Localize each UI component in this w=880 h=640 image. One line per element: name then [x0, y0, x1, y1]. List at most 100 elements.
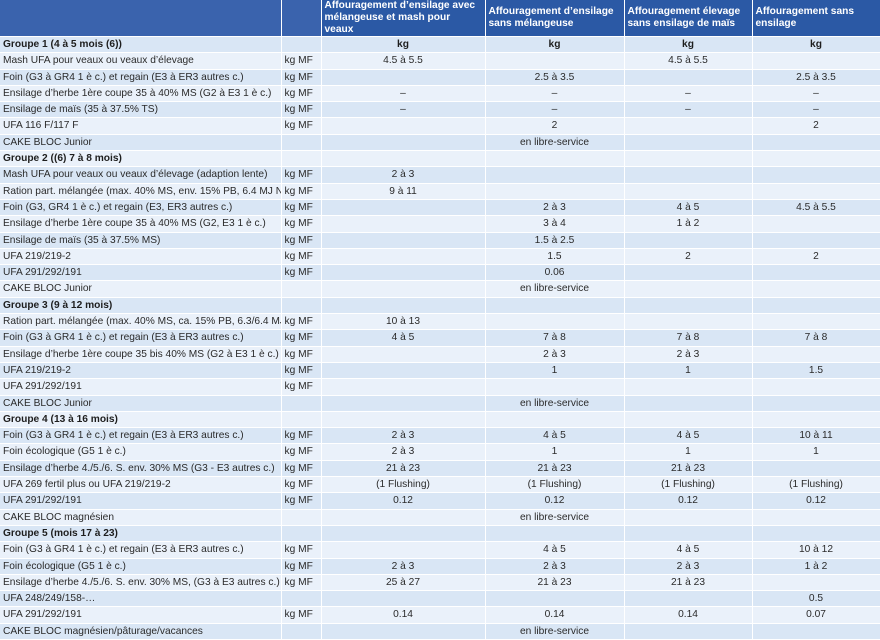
unit-cell	[281, 134, 322, 152]
unit-cell: kg MF	[281, 166, 322, 184]
unit-cell: kg MF	[281, 460, 322, 478]
unit-cell: kg MF	[281, 558, 322, 575]
no-silage-cell	[752, 280, 880, 298]
silage-no-mixer-cell	[485, 378, 625, 396]
silage-mixer-cell	[321, 199, 486, 217]
no-silage-cell	[752, 346, 880, 363]
table-row: CAKE BLOC magnésien en libre-service	[0, 509, 880, 526]
silage-mixer-cell	[321, 525, 486, 543]
no-maize-silage-cell: 21 à 23	[624, 460, 753, 478]
silage-mixer-cell: –	[321, 101, 486, 119]
no-silage-cell: (1 Flushing)	[752, 476, 880, 494]
no-maize-silage-cell	[624, 150, 753, 168]
silage-mixer-cell: 25 à 27	[321, 574, 486, 592]
no-silage-cell	[752, 264, 880, 282]
no-maize-silage-cell: 21 à 23	[624, 574, 753, 592]
unit-cell: kg MF	[281, 313, 322, 331]
table-header-row: Affouragement d’ensilage avec mélangeuse…	[0, 0, 880, 37]
feed-cell: Foin écologique (G5 1 è c.)	[0, 558, 282, 575]
group-header-row: Groupe 5 (mois 17 à 23)	[0, 525, 880, 543]
silage-no-mixer-cell	[485, 166, 625, 184]
feed-cell: UFA 291/292/191	[0, 378, 282, 396]
unit-cell: kg MF	[281, 492, 322, 510]
feed-cell: Groupe 4 (13 à 16 mois)	[0, 411, 282, 429]
no-maize-silage-cell: 4 à 5	[624, 427, 753, 445]
no-maize-silage-cell	[624, 525, 753, 543]
no-maize-silage-cell: 2 à 3	[624, 558, 753, 575]
silage-mixer-cell	[321, 346, 486, 363]
no-maize-silage-cell: –	[624, 85, 753, 103]
silage-mixer-cell: 0.14	[321, 606, 486, 624]
no-maize-silage-cell: (1 Flushing)	[624, 476, 753, 494]
silage-mixer-cell	[321, 134, 486, 152]
unit-cell	[281, 525, 322, 543]
table-row: UFA 291/292/191 kg MF	[0, 378, 880, 396]
no-silage-cell: kg	[752, 36, 880, 54]
no-maize-silage-cell	[624, 378, 753, 396]
silage-no-mixer-cell: 1.5 à 2.5	[485, 232, 625, 249]
no-silage-cell: 10 à 12	[752, 541, 880, 559]
silage-no-mixer-cell: 2 à 3	[485, 199, 625, 217]
no-maize-silage-cell: 2 à 3	[624, 346, 753, 363]
no-silage-cell	[752, 509, 880, 526]
no-silage-cell	[752, 183, 880, 200]
no-silage-cell	[752, 134, 880, 152]
silage-no-mixer-cell: –	[485, 101, 625, 119]
no-silage-cell: 2	[752, 248, 880, 266]
unit-cell: kg MF	[281, 199, 322, 217]
no-silage-cell: 1.5	[752, 362, 880, 380]
group-header-row: Groupe 1 (4 à 5 mois (6)) kg kg kg kg	[0, 36, 880, 54]
silage-no-mixer-cell	[485, 525, 625, 543]
no-silage-cell: 0.5	[752, 590, 880, 608]
silage-mixer-cell	[321, 378, 486, 396]
no-maize-silage-cell: 4 à 5	[624, 541, 753, 559]
silage-mixer-cell	[321, 297, 486, 315]
no-maize-silage-cell	[624, 509, 753, 526]
unit-cell: kg MF	[281, 85, 322, 103]
no-maize-silage-cell	[624, 623, 753, 640]
unit-cell: kg MF	[281, 378, 322, 396]
no-silage-cell	[752, 411, 880, 429]
silage-no-mixer-cell: (1 Flushing)	[485, 476, 625, 494]
no-maize-silage-cell: –	[624, 101, 753, 119]
no-silage-cell	[752, 460, 880, 478]
unit-cell: kg MF	[281, 476, 322, 494]
table-row: Ensilage d’herbe 1ère coupe 35 à 40% MS …	[0, 85, 880, 103]
table-row: Foin (G3 à GR4 1 è c.) et regain (E3 à E…	[0, 329, 880, 347]
no-maize-silage-cell	[624, 117, 753, 135]
no-silage-cell	[752, 52, 880, 70]
silage-mixer-cell	[321, 411, 486, 429]
silage-mixer-cell: 21 à 23	[321, 460, 486, 478]
silage-mixer-cell	[321, 232, 486, 249]
table-row: UFA 291/292/191 kg MF 0.06	[0, 264, 880, 282]
unit-cell: kg MF	[281, 232, 322, 249]
no-maize-silage-cell	[624, 264, 753, 282]
silage-mixer-cell	[321, 248, 486, 266]
feed-cell: UFA 116 F/117 F	[0, 117, 282, 135]
group-header-row: Groupe 3 (9 à 12 mois)	[0, 297, 880, 315]
feed-cell: CAKE BLOC Junior	[0, 280, 282, 298]
silage-no-mixer-cell: 3 à 4	[485, 215, 625, 233]
no-silage-cell: 7 à 8	[752, 329, 880, 347]
no-maize-silage-cell	[624, 590, 753, 608]
silage-mixer-cell: 2 à 3	[321, 558, 486, 575]
no-silage-cell	[752, 313, 880, 331]
silage-no-mixer-cell	[485, 52, 625, 70]
no-maize-silage-cell	[624, 166, 753, 184]
unit-cell: kg MF	[281, 69, 322, 86]
feed-cell: Ensilage d’herbe 1ère coupe 35 à 40% MS …	[0, 85, 282, 103]
no-silage-cell	[752, 150, 880, 168]
unit-cell	[281, 297, 322, 315]
silage-no-mixer-cell: en libre-service	[485, 509, 625, 526]
no-maize-silage-cell	[624, 297, 753, 315]
feed-cell: CAKE BLOC Junior	[0, 395, 282, 412]
table-row: Ration part. mélangée (max. 40% MS, env.…	[0, 183, 880, 200]
no-maize-silage-cell	[624, 395, 753, 412]
feed-cell: Foin (G3, GR4 1 è c.) et regain (E3, ER3…	[0, 199, 282, 217]
table-row: Ensilage de maïs (35 à 37.5% MS) kg MF 1.5…	[0, 232, 880, 249]
group-header-row: Groupe 4 (13 à 16 mois)	[0, 411, 880, 429]
header-cell-silage-mixer: Affouragement d’ensilage avec mélangeuse…	[321, 0, 486, 37]
unit-cell: kg MF	[281, 443, 322, 461]
feed-cell: Groupe 2 ((6) 7 à 8 mois)	[0, 150, 282, 168]
feed-cell: UFA 219/219-2	[0, 362, 282, 380]
